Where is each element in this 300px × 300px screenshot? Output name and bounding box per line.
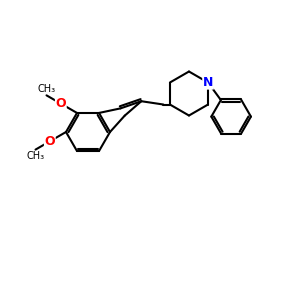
Text: O: O [56,97,66,110]
Text: CH₃: CH₃ [26,151,45,160]
Text: O: O [44,135,55,148]
Text: N: N [203,76,213,89]
Text: CH₃: CH₃ [38,84,56,94]
